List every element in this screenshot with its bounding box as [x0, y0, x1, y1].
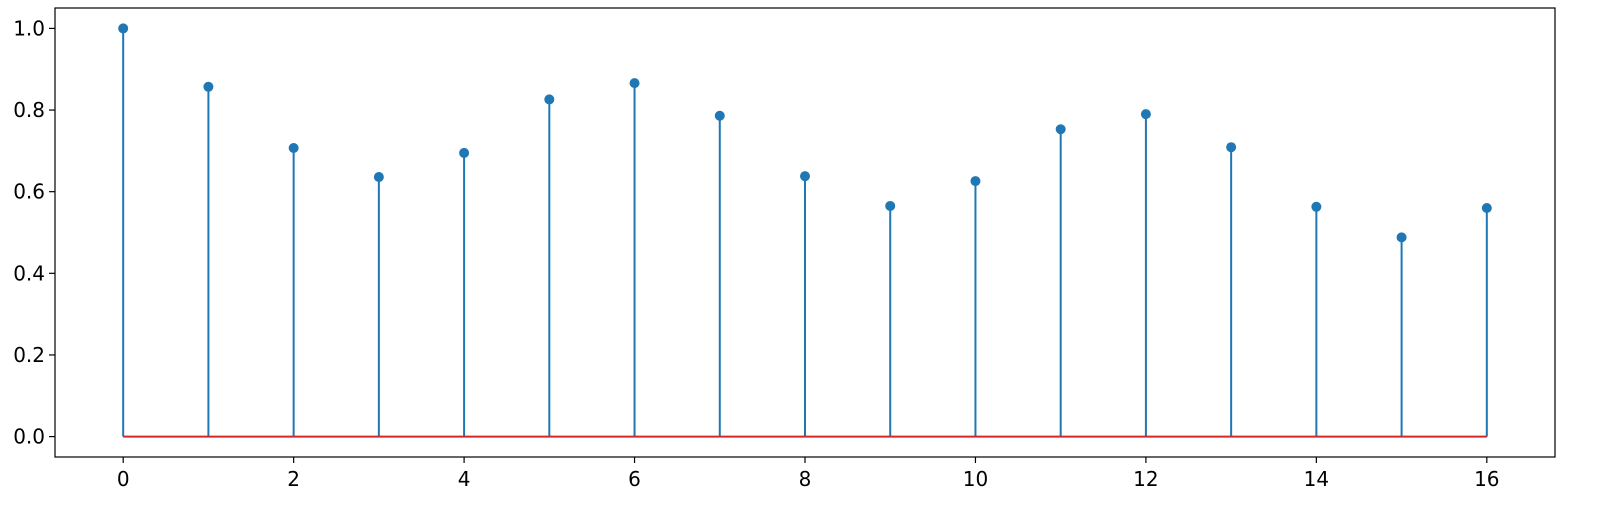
stem-marker	[885, 200, 896, 211]
stem-marker	[1396, 232, 1407, 243]
stem-markers-group	[118, 23, 1492, 243]
y-tick-label: 0.2	[13, 343, 45, 367]
x-axis-ticks: 0 2 4 6 8 10 12 14 16	[117, 457, 1500, 491]
x-tick-label: 10	[963, 467, 988, 491]
x-tick-label: 6	[628, 467, 641, 491]
stem-marker	[970, 176, 981, 187]
stem-marker	[1311, 201, 1322, 212]
stem-lines-group	[122, 28, 1488, 437]
stem-marker	[203, 81, 214, 92]
y-axis-ticks: 0.0 0.2 0.4 0.6 0.8 1.0	[13, 16, 55, 449]
stem-marker	[1481, 203, 1492, 214]
y-tick-label: 0.4	[13, 261, 45, 285]
stem-marker	[629, 78, 640, 89]
stem-marker	[373, 171, 384, 182]
stem-marker	[1226, 142, 1237, 153]
x-tick-label: 14	[1304, 467, 1329, 491]
y-tick-label: 0.8	[13, 98, 45, 122]
stem-marker	[1140, 109, 1151, 120]
stem-marker	[288, 143, 299, 154]
stem-marker	[800, 171, 810, 182]
y-tick-label: 0.6	[13, 180, 45, 204]
x-tick-label: 2	[287, 467, 300, 491]
y-tick-label: 0.0	[13, 425, 45, 449]
x-tick-label: 16	[1474, 467, 1499, 491]
x-tick-label: 8	[799, 467, 812, 491]
x-tick-label: 4	[458, 467, 471, 491]
stem-marker	[118, 23, 129, 34]
stem-marker	[1055, 124, 1066, 135]
stem-marker	[544, 94, 555, 105]
stem-marker	[459, 147, 470, 158]
x-tick-label: 0	[117, 467, 130, 491]
stem-marker	[714, 110, 725, 121]
y-tick-label: 1.0	[13, 16, 45, 40]
x-tick-label: 12	[1133, 467, 1158, 491]
